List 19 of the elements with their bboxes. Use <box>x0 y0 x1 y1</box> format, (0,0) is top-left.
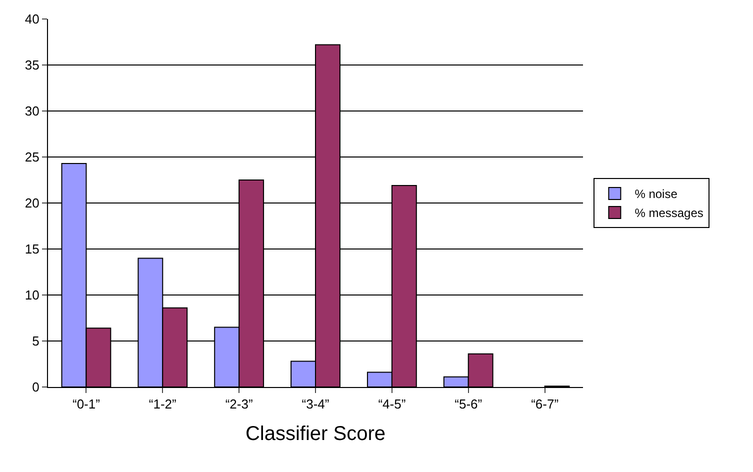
x-tick-label: “0-1” <box>72 396 100 412</box>
y-tick-label: 25 <box>24 150 40 165</box>
x-tick-label: “1-2” <box>148 396 176 412</box>
x-tick-label: “3-4” <box>302 396 330 412</box>
x-tick-label: “6-7” <box>531 396 559 412</box>
y-tick-label: 15 <box>24 242 40 257</box>
x-tick-label: “5-6” <box>454 396 482 412</box>
y-tick-label: 5 <box>32 334 40 349</box>
x-tick-label: “4-5” <box>378 396 406 412</box>
x-tick-label: “2-3” <box>225 396 253 412</box>
y-tick-label: 40 <box>24 12 40 27</box>
legend-label: % messages <box>634 206 704 220</box>
legend-label: % noise <box>634 187 678 202</box>
y-tick-label: 30 <box>24 104 40 119</box>
y-tick-label: 0 <box>32 380 40 395</box>
x-axis-title: Classifier Score <box>245 423 386 446</box>
y-tick-label: 20 <box>24 196 40 211</box>
y-tick-label: 10 <box>24 288 40 303</box>
y-tick-label: 35 <box>24 58 40 73</box>
